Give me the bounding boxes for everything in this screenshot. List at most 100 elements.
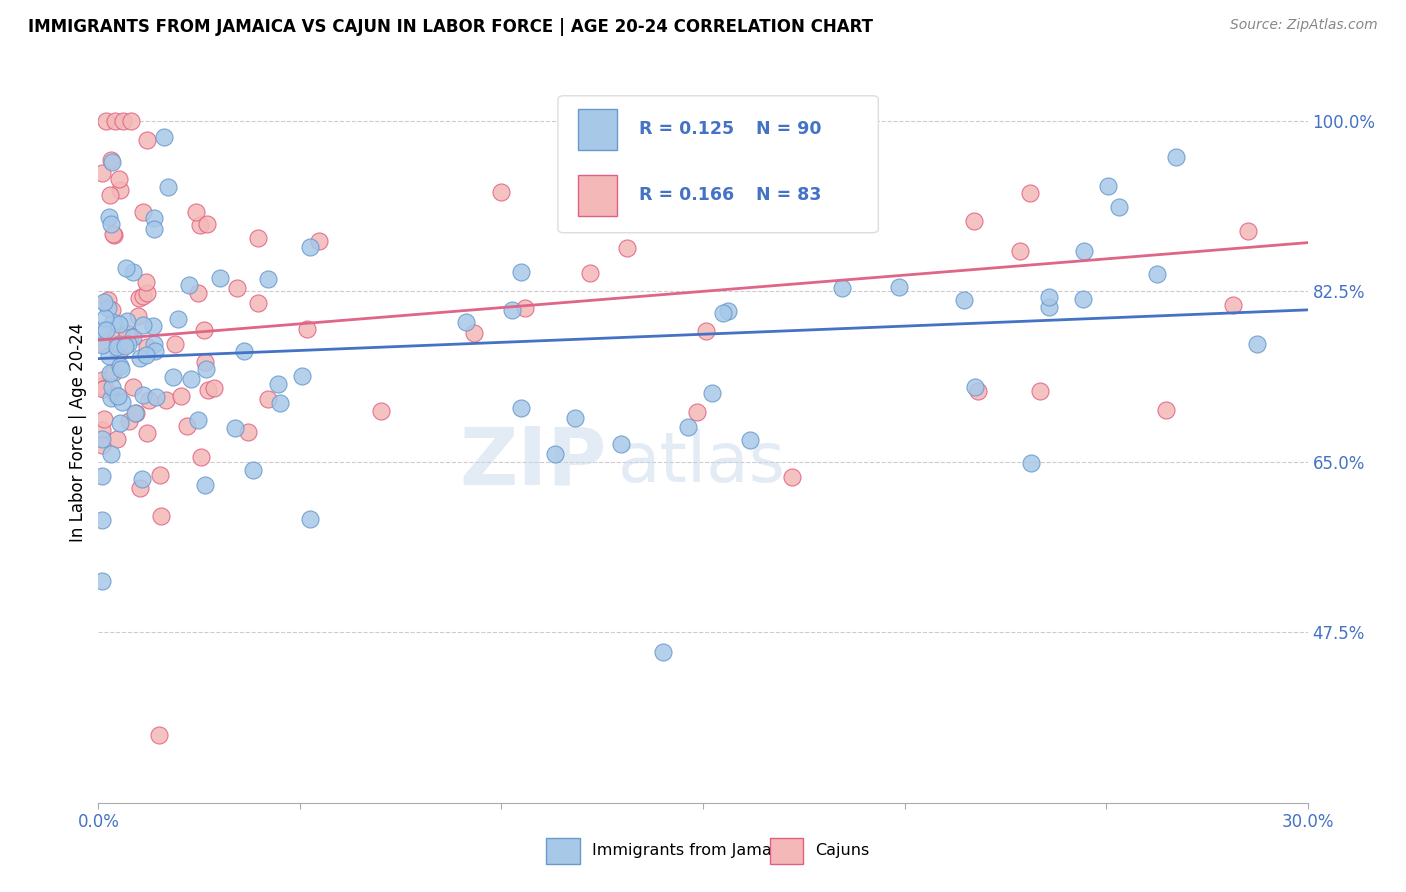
Point bbox=[105, 387, 128, 401]
Point bbox=[142, 222, 165, 236]
Point bbox=[1222, 298, 1244, 312]
Point bbox=[91, 469, 114, 483]
Point bbox=[1029, 384, 1052, 398]
Point bbox=[136, 285, 159, 300]
Point bbox=[107, 172, 129, 186]
Point bbox=[1071, 293, 1094, 307]
Point bbox=[110, 362, 132, 376]
Point bbox=[1097, 179, 1119, 194]
Point bbox=[121, 265, 143, 279]
Point bbox=[202, 381, 225, 395]
Point bbox=[108, 183, 131, 197]
Point bbox=[105, 433, 128, 447]
Point bbox=[454, 315, 477, 329]
Point bbox=[111, 394, 134, 409]
Point bbox=[513, 301, 536, 315]
Point bbox=[370, 404, 392, 418]
Text: Immigrants from Jamaica: Immigrants from Jamaica bbox=[592, 844, 794, 858]
Text: atlas: atlas bbox=[619, 429, 786, 496]
Point bbox=[101, 227, 124, 242]
Text: IMMIGRANTS FROM JAMAICA VS CAJUN IN LABOR FORCE | AGE 20-24 CORRELATION CHART: IMMIGRANTS FROM JAMAICA VS CAJUN IN LABO… bbox=[28, 18, 873, 36]
Point bbox=[91, 423, 114, 437]
Point bbox=[579, 266, 602, 280]
Point bbox=[184, 204, 207, 219]
Point bbox=[651, 645, 673, 659]
Point bbox=[100, 155, 122, 169]
Point bbox=[195, 361, 218, 376]
Point bbox=[564, 411, 586, 425]
Point bbox=[257, 272, 280, 286]
Point bbox=[96, 301, 118, 316]
Point bbox=[193, 323, 215, 337]
Point bbox=[101, 302, 124, 317]
Point bbox=[132, 318, 155, 333]
Point bbox=[163, 336, 186, 351]
Point bbox=[298, 240, 321, 254]
Point bbox=[676, 420, 699, 434]
Point bbox=[153, 129, 176, 144]
Point bbox=[1018, 186, 1040, 200]
Text: Cajuns: Cajuns bbox=[815, 844, 870, 858]
Point bbox=[194, 477, 217, 491]
Point bbox=[299, 512, 322, 526]
Point bbox=[1038, 300, 1060, 314]
Point bbox=[195, 217, 218, 231]
Point bbox=[100, 217, 122, 231]
Point bbox=[101, 366, 124, 380]
Point bbox=[135, 340, 157, 354]
Point bbox=[100, 447, 122, 461]
Point bbox=[136, 425, 159, 440]
Point bbox=[124, 406, 146, 420]
Point bbox=[177, 277, 200, 292]
Point bbox=[93, 412, 115, 426]
Point bbox=[295, 321, 318, 335]
Point bbox=[110, 359, 132, 374]
Point bbox=[187, 413, 209, 427]
Point bbox=[93, 310, 115, 325]
Point bbox=[610, 436, 633, 450]
Point bbox=[132, 204, 155, 219]
Point bbox=[103, 114, 125, 128]
Point bbox=[224, 421, 246, 435]
Text: Source: ZipAtlas.com: Source: ZipAtlas.com bbox=[1230, 18, 1378, 32]
Point bbox=[118, 414, 141, 428]
Point bbox=[242, 463, 264, 477]
Point bbox=[97, 210, 120, 224]
Point bbox=[121, 380, 143, 394]
Point bbox=[194, 354, 217, 368]
Point bbox=[170, 389, 193, 403]
Point bbox=[111, 114, 134, 128]
FancyBboxPatch shape bbox=[769, 838, 803, 864]
Point bbox=[104, 330, 127, 344]
Point bbox=[91, 574, 114, 588]
Point bbox=[96, 323, 118, 337]
Point bbox=[108, 346, 131, 360]
Text: N = 83: N = 83 bbox=[756, 186, 821, 204]
Point bbox=[740, 433, 762, 447]
Point bbox=[236, 425, 259, 439]
Point bbox=[91, 379, 114, 393]
Point bbox=[135, 275, 157, 289]
Point bbox=[269, 396, 291, 410]
Point bbox=[91, 432, 114, 446]
Point bbox=[143, 343, 166, 358]
Point bbox=[509, 265, 531, 279]
Point bbox=[115, 327, 138, 342]
Point bbox=[831, 281, 853, 295]
Point bbox=[91, 382, 114, 396]
Point bbox=[1166, 150, 1188, 164]
Point bbox=[157, 179, 180, 194]
Point bbox=[108, 337, 131, 351]
Point bbox=[101, 380, 124, 394]
Point bbox=[122, 330, 145, 344]
Text: N = 90: N = 90 bbox=[756, 120, 821, 138]
Point bbox=[700, 385, 723, 400]
Point bbox=[291, 369, 314, 384]
Point bbox=[197, 383, 219, 397]
Point bbox=[155, 392, 177, 407]
Point bbox=[125, 406, 148, 420]
FancyBboxPatch shape bbox=[578, 175, 617, 216]
Point bbox=[128, 291, 150, 305]
Point bbox=[128, 481, 150, 495]
Point bbox=[190, 450, 212, 464]
